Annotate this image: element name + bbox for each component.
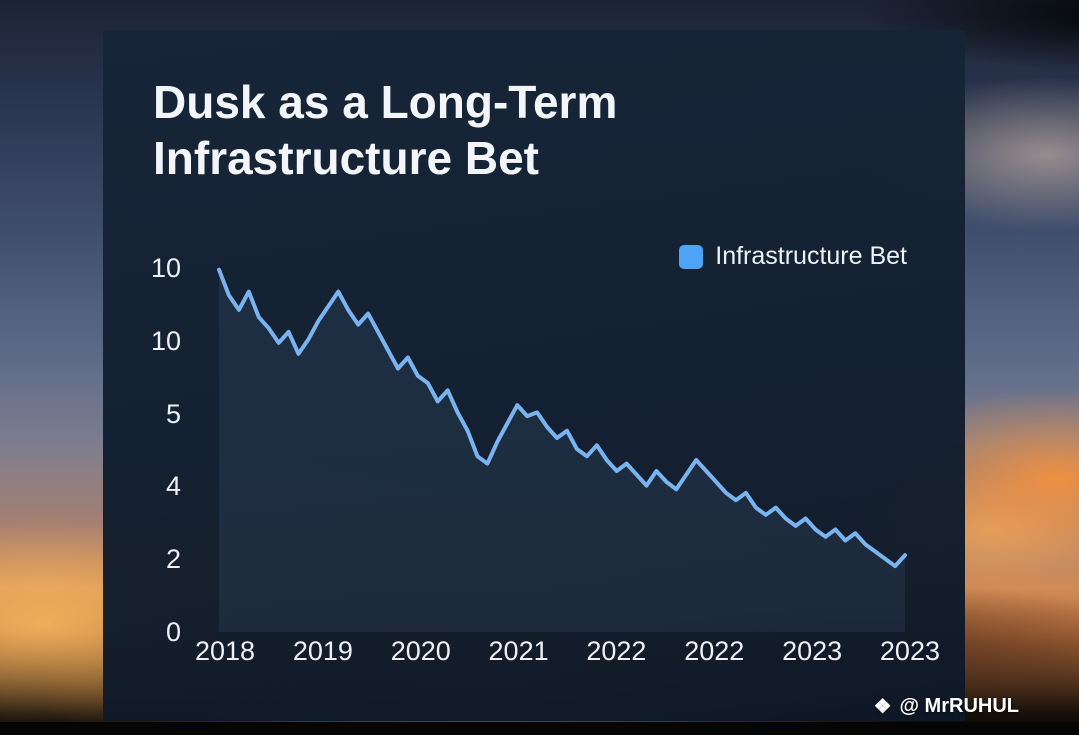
x-tick-label: 2023 <box>782 636 843 666</box>
x-tick-label: 2022 <box>586 636 647 666</box>
chart-panel: Dusk as a Long-Term Infrastructure Bet I… <box>103 30 965 721</box>
x-tick-label: 2021 <box>488 636 549 666</box>
y-tick-label: 0 <box>165 616 181 647</box>
legend-swatch-icon <box>679 244 704 269</box>
x-tick-label: 2018 <box>195 636 256 666</box>
chart-title-line1: Dusk as a Long-Term <box>153 76 618 128</box>
y-tick-label: 10 <box>150 253 181 283</box>
diamond-logo-icon: ❖ <box>873 696 892 718</box>
chart-title-line2: Infrastructure Bet <box>153 132 539 185</box>
line-area <box>219 269 905 632</box>
x-tick-label: 2023 <box>879 636 940 666</box>
line-chart-svg <box>217 267 907 632</box>
price-line <box>217 267 907 569</box>
watermark-text: @ MrRUHUL <box>899 695 1020 717</box>
x-tick-label: 2022 <box>684 636 745 666</box>
x-tick-label: 2019 <box>292 636 353 666</box>
x-tick-label: 2020 <box>390 636 451 666</box>
y-tick-label: 4 <box>165 471 181 502</box>
legend-label: Infrastructure Bet <box>715 242 907 270</box>
y-tick-label: 5 <box>165 398 181 429</box>
y-tick-label: 2 <box>165 544 181 575</box>
y-axis: 10 10 5 4 2 0 <box>117 250 181 650</box>
chart-legend: Infrastructure Bet <box>679 242 907 271</box>
chart-title: Dusk as a Long-Term Infrastructure Bet <box>153 74 617 186</box>
bottom-black-bar <box>0 722 1079 735</box>
y-tick-label: 10 <box>150 325 181 356</box>
line-chart-plot <box>195 266 940 632</box>
x-axis: 2018 2019 2020 2021 2022 2022 2023 2023 <box>195 636 940 667</box>
watermark: ❖ @ MrRUHUL <box>874 694 1019 719</box>
